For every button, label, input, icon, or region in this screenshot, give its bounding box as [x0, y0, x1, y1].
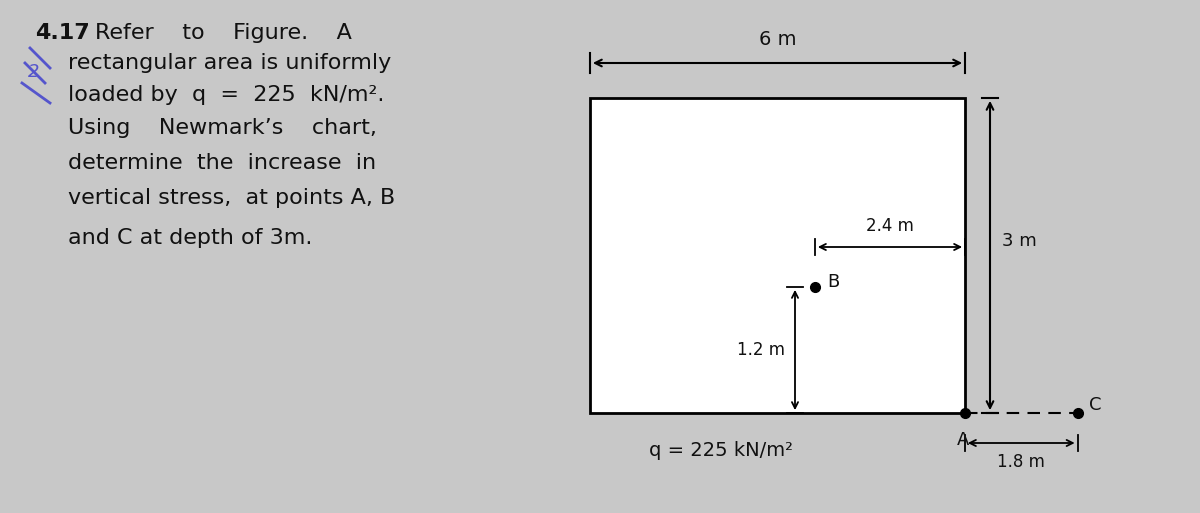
- Text: vertical stress,  at points A, B: vertical stress, at points A, B: [68, 188, 395, 208]
- Text: 4.17: 4.17: [35, 23, 90, 43]
- Text: B: B: [827, 273, 839, 291]
- Bar: [590, 98, 965, 413]
- Text: 1.8 m: 1.8 m: [997, 453, 1045, 471]
- Text: A: A: [956, 431, 970, 449]
- Text: loaded by  q  =  225  kN/m².: loaded by q = 225 kN/m².: [68, 85, 384, 105]
- Text: rectangular area is uniformly: rectangular area is uniformly: [68, 53, 391, 73]
- Text: q = 225 kN/m²: q = 225 kN/m²: [649, 441, 793, 460]
- Text: Refer    to    Figure.    A: Refer to Figure. A: [95, 23, 352, 43]
- Text: 1.2 m: 1.2 m: [737, 341, 785, 359]
- Text: and C at depth of 3m.: and C at depth of 3m.: [68, 228, 312, 248]
- Text: 3 m: 3 m: [1002, 231, 1037, 249]
- Text: Using    Newmark’s    chart,: Using Newmark’s chart,: [68, 118, 377, 138]
- Text: 2: 2: [28, 63, 40, 81]
- Text: determine  the  increase  in: determine the increase in: [68, 153, 376, 173]
- Text: C: C: [1090, 396, 1102, 414]
- Text: 6 m: 6 m: [758, 30, 797, 49]
- Text: 2.4 m: 2.4 m: [866, 217, 914, 235]
